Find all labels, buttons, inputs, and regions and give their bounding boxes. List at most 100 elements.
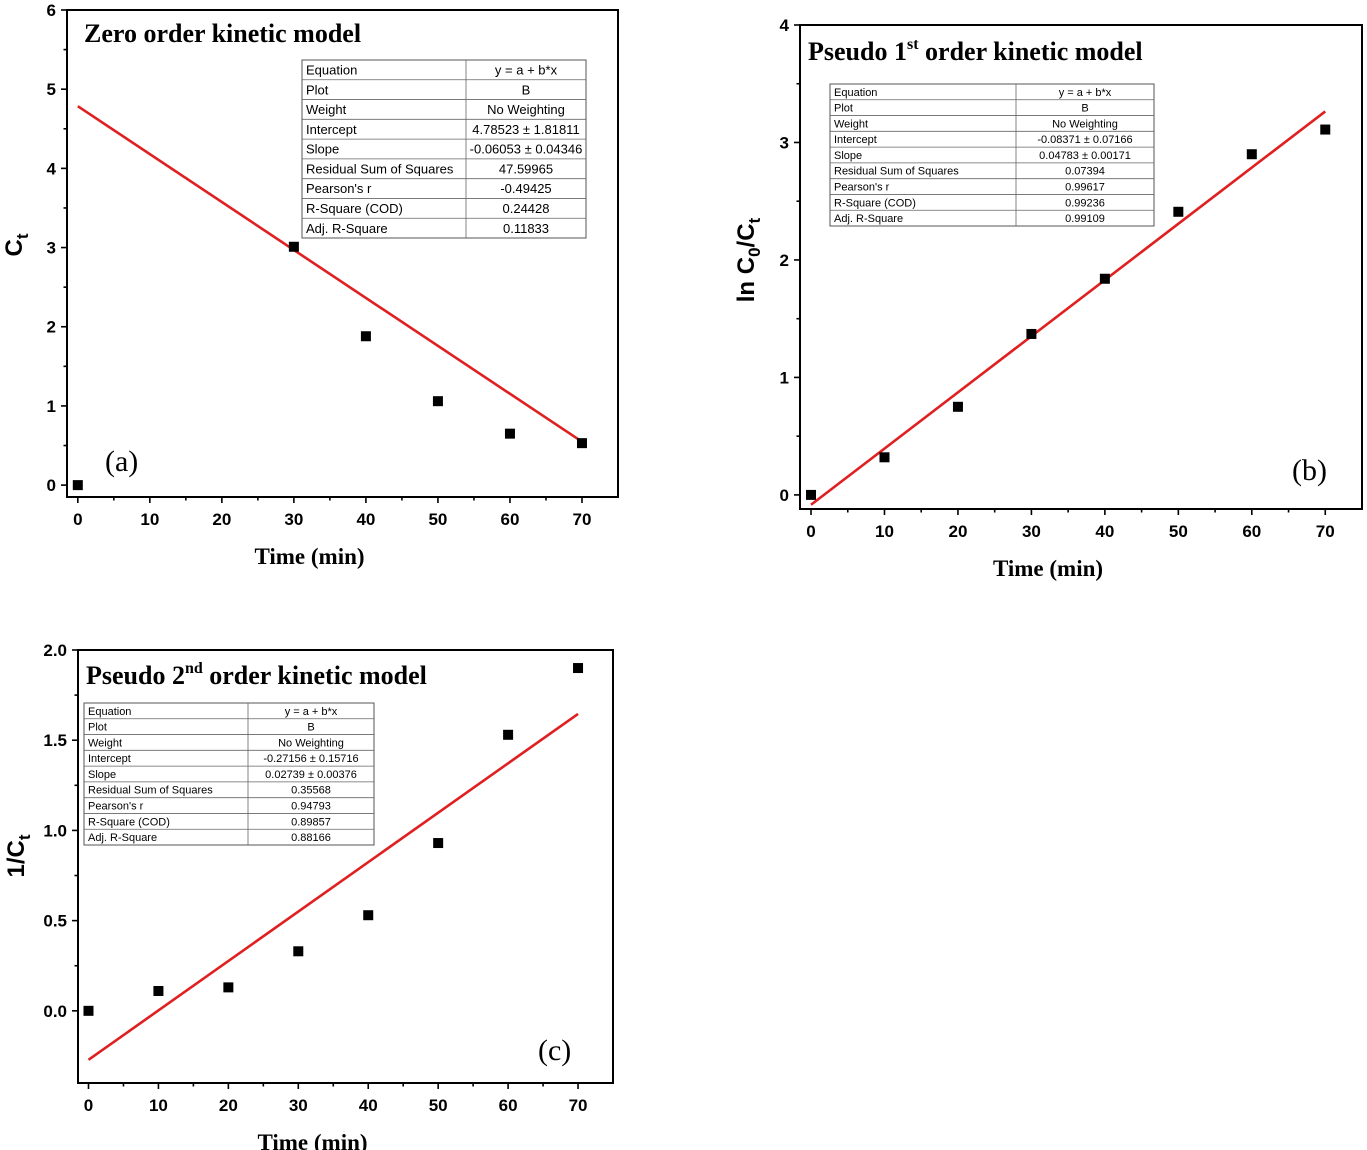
stats-table-border (829, 83, 1155, 227)
x-axis-label: Time (min) (257, 1130, 367, 1150)
chart-title-part: order kinetic model (919, 37, 1143, 66)
y-tick-label: 1.5 (43, 731, 67, 750)
data-point (1173, 206, 1184, 217)
data-point (576, 438, 587, 449)
y-tick-label: 1 (47, 397, 56, 416)
stats-param-value: y = a + b*x (285, 706, 338, 718)
stats-param-value: B (522, 82, 531, 97)
stats-param-value: B (1081, 103, 1088, 115)
x-tick-label: 0 (73, 510, 82, 529)
stats-param-name: Intercept (834, 134, 877, 146)
chart-title-superscript: st (907, 36, 919, 53)
stats-param-name: Residual Sum of Squares (306, 161, 454, 176)
x-tick-label: 30 (289, 1096, 308, 1115)
data-point (83, 1005, 94, 1016)
data-point (573, 663, 584, 674)
stats-param-value: 0.02739 ± 0.00376 (265, 769, 357, 781)
data-point (288, 241, 299, 252)
chart-zero-order: 0 10 20 30 40 50 60 70 0 1 2 3 4 5 6 Time (min) Ct Zero o… (1, 1, 619, 569)
stats-param-value: -0.49425 (500, 181, 551, 196)
stats-param-name: Pearson's r (834, 182, 890, 194)
y-axis-label: ln C0/Ct (733, 217, 764, 302)
data-point (432, 396, 443, 407)
x-tick-label: 60 (1242, 522, 1261, 541)
y-tick-label: 6 (47, 1, 56, 20)
stats-param-name: Intercept (306, 122, 357, 137)
y-tick-label: 2 (47, 318, 56, 337)
chart-title: Pseudo 2nd order kinetic model (86, 660, 427, 690)
x-tick-label: 40 (359, 1096, 378, 1115)
stats-param-value: y = a + b*x (495, 63, 558, 78)
y-tick-label: 4 (47, 159, 57, 178)
x-tick-label: 0 (84, 1096, 93, 1115)
stats-param-name: Plot (88, 722, 107, 734)
stats-param-name: Adj. R-Square (306, 221, 388, 236)
x-axis-label: Time (min) (993, 556, 1103, 581)
stats-param-value: 0.94793 (291, 801, 331, 813)
stats-param-value: No Weighting (278, 737, 344, 749)
y-tick-label: 3 (47, 239, 56, 258)
stats-param-name: R-Square (COD) (834, 197, 916, 209)
stats-param-name: Slope (88, 769, 116, 781)
plot-frame (66, 9, 619, 498)
stats-param-name: Slope (306, 142, 339, 157)
stats-param-name: Plot (834, 103, 853, 115)
stats-param-name: Equation (834, 87, 877, 99)
y-tick-label: 0 (780, 486, 789, 505)
stats-param-value: 0.07394 (1065, 166, 1105, 178)
stats-param-name: R-Square (COD) (88, 816, 170, 828)
x-tick-label: 40 (1095, 522, 1114, 541)
x-tick-label: 50 (1169, 522, 1188, 541)
plot-frame (799, 24, 1363, 510)
y-axis-label-sub: t (745, 217, 764, 223)
data-point (1320, 124, 1331, 135)
stats-param-name: Adj. R-Square (834, 213, 903, 225)
x-tick-label: 50 (428, 510, 447, 529)
data-point (72, 480, 83, 491)
data-point (879, 452, 890, 463)
y-axis-label: 1/Ct (3, 834, 34, 877)
y-tick-label: 0 (47, 476, 56, 495)
y-tick-label: 0.0 (43, 1002, 67, 1021)
y-tick-label: 2 (780, 251, 789, 270)
stats-param-name: Intercept (88, 753, 131, 765)
stats-param-name: Plot (306, 82, 329, 97)
stats-param-value: 0.24428 (503, 201, 550, 216)
y-axis-label-main: 1/C (3, 840, 30, 877)
data-point (433, 838, 444, 849)
x-tick-label: 10 (140, 510, 159, 529)
data-point (503, 729, 514, 740)
data-point (1246, 149, 1257, 160)
stats-param-name: Weight (834, 118, 868, 130)
stats-param-value: 0.99109 (1065, 213, 1105, 225)
fit-line (810, 110, 1327, 506)
stats-param-value: -0.06053 ± 0.04346 (470, 142, 583, 157)
stats-param-value: 0.35568 (291, 785, 331, 797)
fit-line (87, 712, 579, 1061)
chart-title-part: Pseudo 2 (86, 661, 185, 690)
stats-param-name: Equation (306, 63, 357, 78)
x-axis-label: Time (min) (254, 544, 364, 569)
data-point (952, 401, 963, 412)
x-tick-label: 50 (429, 1096, 448, 1115)
stats-param-value: No Weighting (487, 102, 565, 117)
x-tick-label: 30 (1022, 522, 1041, 541)
data-point (153, 985, 164, 996)
stats-param-value: -0.08371 ± 0.07166 (1037, 134, 1132, 146)
fit-statistics-table: Equation y = a + b*x Plot B Weight No Weighti… (83, 702, 375, 846)
chart-title-part: Pseudo 1 (808, 37, 907, 66)
x-tick-label: 20 (212, 510, 231, 529)
x-tick-label: 30 (284, 510, 303, 529)
data-point (504, 428, 515, 439)
stats-param-value: 0.99236 (1065, 197, 1105, 209)
stats-param-value: 0.11833 (503, 221, 549, 236)
fit-statistics-table: Equation y = a + b*x Plot B Weight No Weighti… (829, 83, 1155, 227)
stats-param-name: Pearson's r (88, 801, 144, 813)
stats-param-name: Adj. R-Square (88, 832, 157, 844)
stats-param-name: Weight (306, 102, 347, 117)
stats-param-value: 0.89857 (291, 816, 331, 828)
data-point (293, 946, 304, 957)
x-tick-label: 40 (356, 510, 375, 529)
x-tick-label: 70 (573, 510, 592, 529)
stats-param-name: Weight (88, 737, 122, 749)
